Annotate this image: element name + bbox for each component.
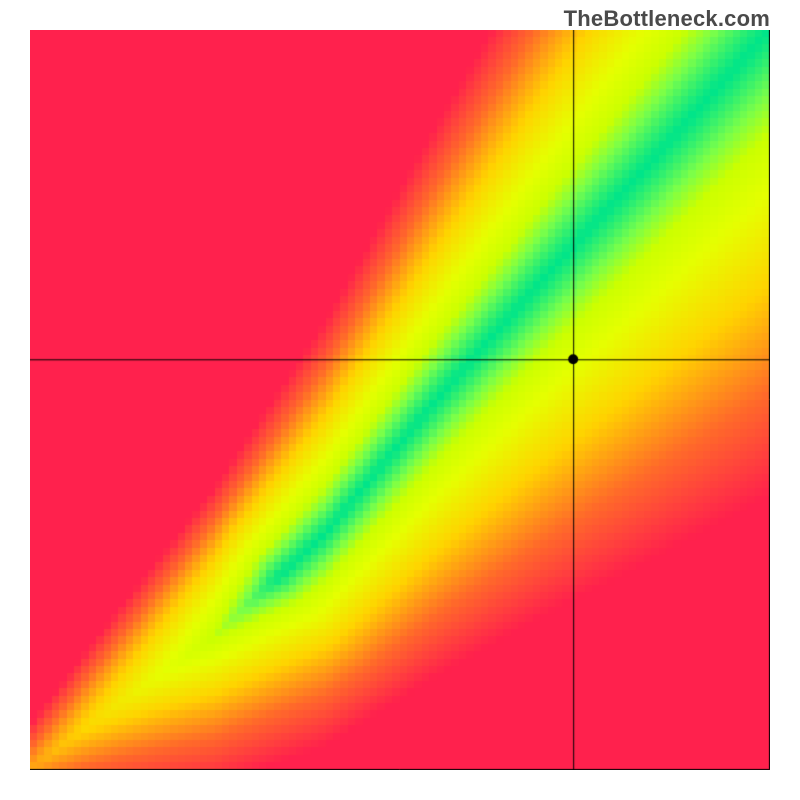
watermark-text: TheBottleneck.com [564,6,770,32]
bottleneck-heatmap [30,30,770,770]
